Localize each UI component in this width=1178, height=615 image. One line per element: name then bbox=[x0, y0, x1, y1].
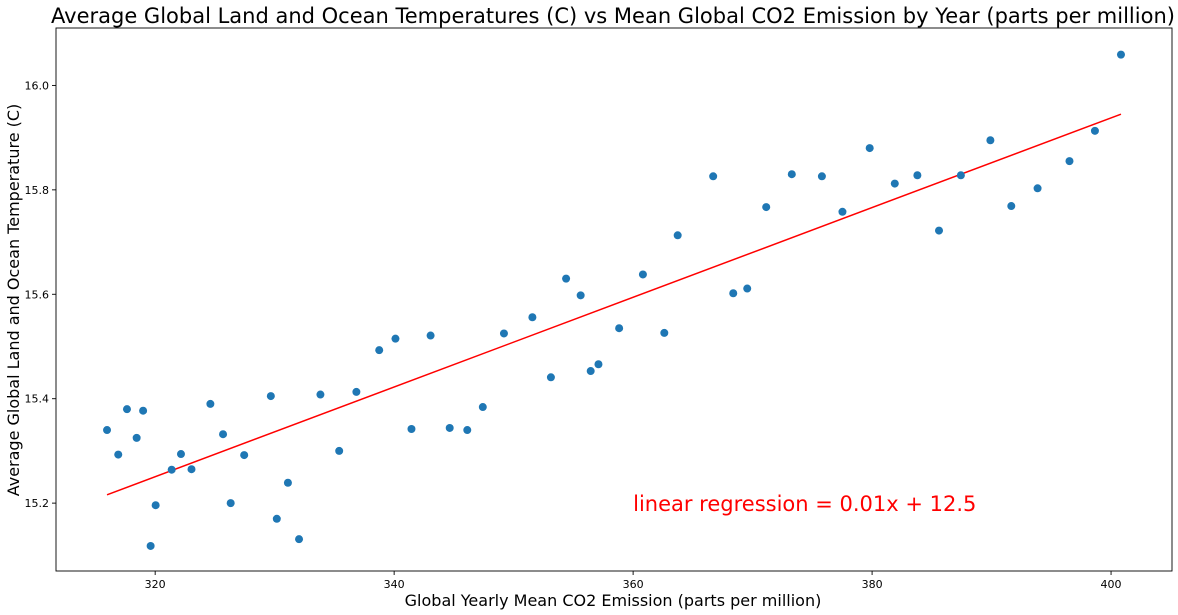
data-point bbox=[913, 171, 922, 180]
data-point bbox=[865, 144, 874, 153]
y-tick-label: 16.0 bbox=[25, 79, 50, 92]
data-point bbox=[206, 399, 215, 408]
data-point bbox=[986, 136, 995, 145]
data-point bbox=[1007, 202, 1016, 211]
data-point bbox=[272, 514, 281, 523]
data-point bbox=[240, 451, 249, 460]
data-point bbox=[445, 423, 454, 432]
y-tick-label: 15.2 bbox=[25, 497, 50, 510]
data-point bbox=[146, 541, 155, 550]
data-point bbox=[463, 426, 472, 435]
data-point bbox=[114, 450, 123, 459]
x-tick-label: 360 bbox=[623, 578, 644, 591]
data-point bbox=[226, 499, 235, 508]
data-point bbox=[743, 284, 752, 293]
data-point bbox=[375, 346, 384, 355]
x-tick-label: 400 bbox=[1101, 578, 1122, 591]
y-axis-ticks: 15.2 15.4 15.6 15.8 16.0 bbox=[25, 79, 56, 510]
data-point bbox=[167, 465, 176, 474]
data-point bbox=[407, 424, 416, 433]
data-point bbox=[729, 289, 738, 298]
regression-annotation: linear regression = 0.01x + 12.5 bbox=[633, 492, 976, 516]
data-point bbox=[709, 172, 718, 181]
data-point bbox=[1065, 157, 1074, 166]
data-point bbox=[295, 535, 304, 544]
data-point bbox=[132, 433, 141, 442]
data-point bbox=[335, 446, 344, 455]
x-tick-label: 340 bbox=[384, 578, 405, 591]
data-point bbox=[103, 426, 112, 435]
y-tick-label: 15.4 bbox=[25, 393, 50, 406]
data-points bbox=[103, 50, 1125, 550]
data-point bbox=[1090, 126, 1099, 135]
data-point bbox=[615, 324, 624, 333]
data-point bbox=[176, 450, 185, 459]
data-point bbox=[219, 430, 228, 439]
data-point bbox=[890, 179, 899, 188]
data-point bbox=[838, 207, 847, 216]
data-point bbox=[478, 403, 487, 412]
data-point bbox=[283, 478, 292, 487]
data-point bbox=[594, 360, 603, 369]
data-point bbox=[660, 328, 669, 337]
data-point bbox=[528, 313, 537, 322]
data-point bbox=[122, 405, 131, 414]
data-point bbox=[316, 390, 325, 399]
data-point bbox=[151, 501, 160, 510]
data-point bbox=[391, 334, 400, 343]
x-tick-label: 320 bbox=[145, 578, 166, 591]
data-point bbox=[139, 406, 148, 415]
x-axis-label: Global Yearly Mean CO2 Emission (parts p… bbox=[405, 591, 822, 610]
data-point bbox=[787, 170, 796, 179]
data-point bbox=[673, 231, 682, 240]
data-point bbox=[546, 373, 555, 382]
data-point bbox=[426, 331, 435, 340]
data-point bbox=[352, 387, 361, 396]
y-tick-label: 15.8 bbox=[25, 184, 50, 197]
data-point bbox=[266, 392, 275, 401]
data-point bbox=[817, 172, 826, 181]
x-tick-label: 380 bbox=[862, 578, 883, 591]
plot-frame bbox=[55, 27, 1173, 572]
plot-area: 320 340 360 380 400 15.2 15.4 15.6 15.8 16.0 lin… bbox=[25, 27, 1173, 591]
data-point bbox=[762, 203, 771, 212]
data-point bbox=[638, 270, 647, 279]
data-point bbox=[576, 291, 585, 300]
y-axis-label: Average Global Land and Ocean Temperatur… bbox=[4, 104, 23, 497]
data-point bbox=[499, 329, 508, 338]
data-point bbox=[935, 226, 944, 235]
y-tick-label: 15.6 bbox=[25, 288, 50, 301]
data-point bbox=[562, 274, 571, 283]
regression-line bbox=[106, 113, 1122, 496]
data-point bbox=[187, 465, 196, 474]
data-point bbox=[956, 171, 965, 180]
data-point bbox=[1116, 50, 1125, 59]
data-point bbox=[586, 367, 595, 376]
data-point bbox=[1033, 184, 1042, 193]
chart-title: Average Global Land and Ocean Temperatur… bbox=[51, 4, 1175, 28]
x-axis-ticks: 320 340 360 380 400 bbox=[145, 571, 1122, 591]
